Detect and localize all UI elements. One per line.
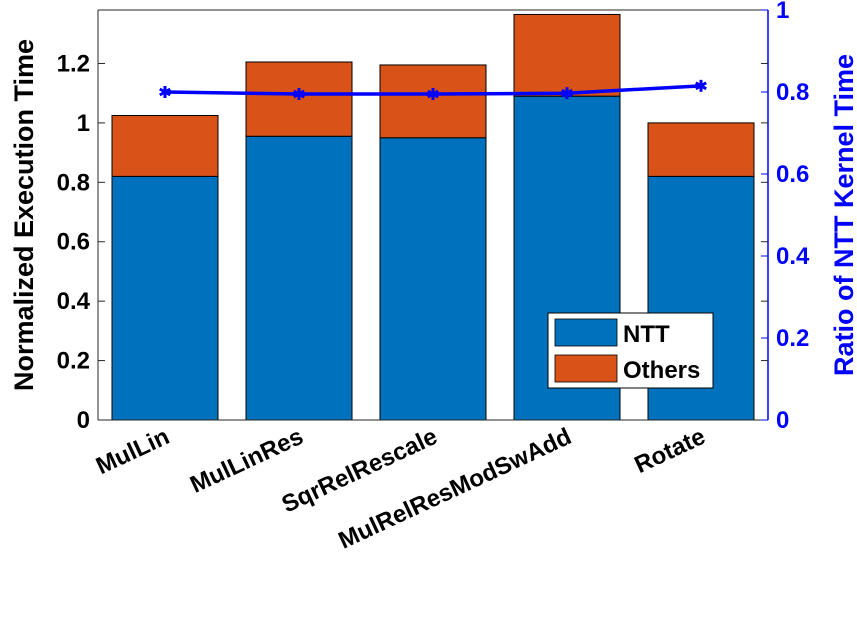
bar-others-sqrrelrescale: [379, 64, 487, 139]
y-tick-label: 0: [77, 407, 90, 434]
ratio-line-group: [159, 79, 707, 101]
y2-tick-label: 0: [776, 407, 789, 434]
left-ticks-group: 0 0.2 0.4 0.6 0.8 1 1.2: [57, 50, 768, 434]
category-labels-group: MulLin MulLinResSqrRelRescaleMulRelResMod…: [92, 423, 709, 555]
y-tick-label: 0.4: [57, 288, 91, 315]
y2-tick-label: 0.2: [776, 325, 809, 352]
ratio-point-sqrrelrescale: [427, 88, 439, 101]
bar-ntt-mullinres: [245, 135, 353, 421]
y-tick-label: 0.6: [57, 229, 90, 256]
y2-tick-label: 1: [776, 0, 789, 24]
y2-tick-label: 0.6: [776, 161, 809, 188]
y-tick-label: 1.2: [57, 50, 90, 77]
y2-tick-label: 0.8: [776, 79, 809, 106]
asterisk-stroke: [561, 88, 573, 98]
legend: NTT Others: [547, 312, 714, 389]
y-tick-label: 1: [77, 110, 90, 137]
y-tick-label: 0.8: [57, 169, 90, 196]
legend-label-ntt: NTT: [623, 321, 670, 348]
bar-others-mulrelresmodswadd: [513, 13, 621, 97]
legend-swatch-ntt: [554, 318, 618, 347]
y-tick-label: 0.2: [57, 348, 90, 375]
y-axis-title: Normalized Execution Time: [9, 39, 39, 391]
bar-ntt-mullin: [111, 175, 219, 421]
x-tick-label-mulrelresmodswadd: MulRelResModSwAdd: [335, 423, 576, 555]
ratio-point-mulrelresmodswadd: [561, 87, 573, 100]
ratio-point-mullin: [159, 86, 171, 98]
bar-others-mullin: [111, 114, 219, 177]
legend-label-others: Others: [623, 357, 700, 384]
x-tick-label-mullinres: MulLinRes: [186, 423, 307, 499]
asterisk-stroke: [695, 81, 707, 91]
bar-ntt-sqrrelrescale: [379, 137, 487, 421]
asterisk-stroke: [427, 89, 439, 99]
x-tick-label-mullin: MulLin: [92, 423, 173, 480]
axes-group: [97, 9, 769, 421]
ratio-point-mullinres: [293, 88, 305, 101]
legend-swatch-others: [554, 354, 618, 383]
y2-tick-label: 0.4: [776, 243, 810, 270]
y2-axis-title: Ratio of NTT Kernel Time: [829, 54, 857, 376]
ratio-point-rotate: [695, 79, 707, 92]
asterisk-stroke: [159, 87, 171, 97]
right-ticks-group: 0 0.2 0.4 0.6 0.8 1: [761, 0, 810, 434]
asterisk-stroke: [293, 89, 305, 99]
bar-others-rotate: [647, 122, 755, 177]
x-tick-label-rotate: Rotate: [630, 423, 709, 479]
